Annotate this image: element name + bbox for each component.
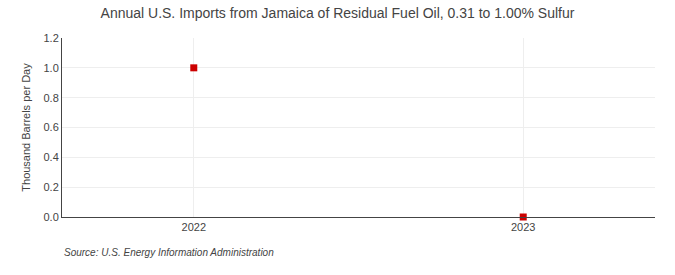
svg-text:0.2: 0.2 [44, 181, 59, 193]
svg-text:2023: 2023 [511, 221, 535, 233]
svg-text:1.0: 1.0 [44, 62, 59, 74]
svg-text:Annual U.S. Imports from Jamai: Annual U.S. Imports from Jamaica of Resi… [101, 5, 575, 21]
svg-text:0.0: 0.0 [44, 211, 59, 223]
svg-text:0.6: 0.6 [44, 121, 59, 133]
svg-text:0.4: 0.4 [44, 151, 59, 163]
svg-text:Source: U.S. Energy Informatio: Source: U.S. Energy Information Administ… [64, 247, 274, 258]
svg-text:Thousand Barrels per Day: Thousand Barrels per Day [20, 63, 32, 192]
svg-text:1.2: 1.2 [44, 32, 59, 44]
svg-text:0.8: 0.8 [44, 92, 59, 104]
svg-text:2022: 2022 [182, 221, 206, 233]
